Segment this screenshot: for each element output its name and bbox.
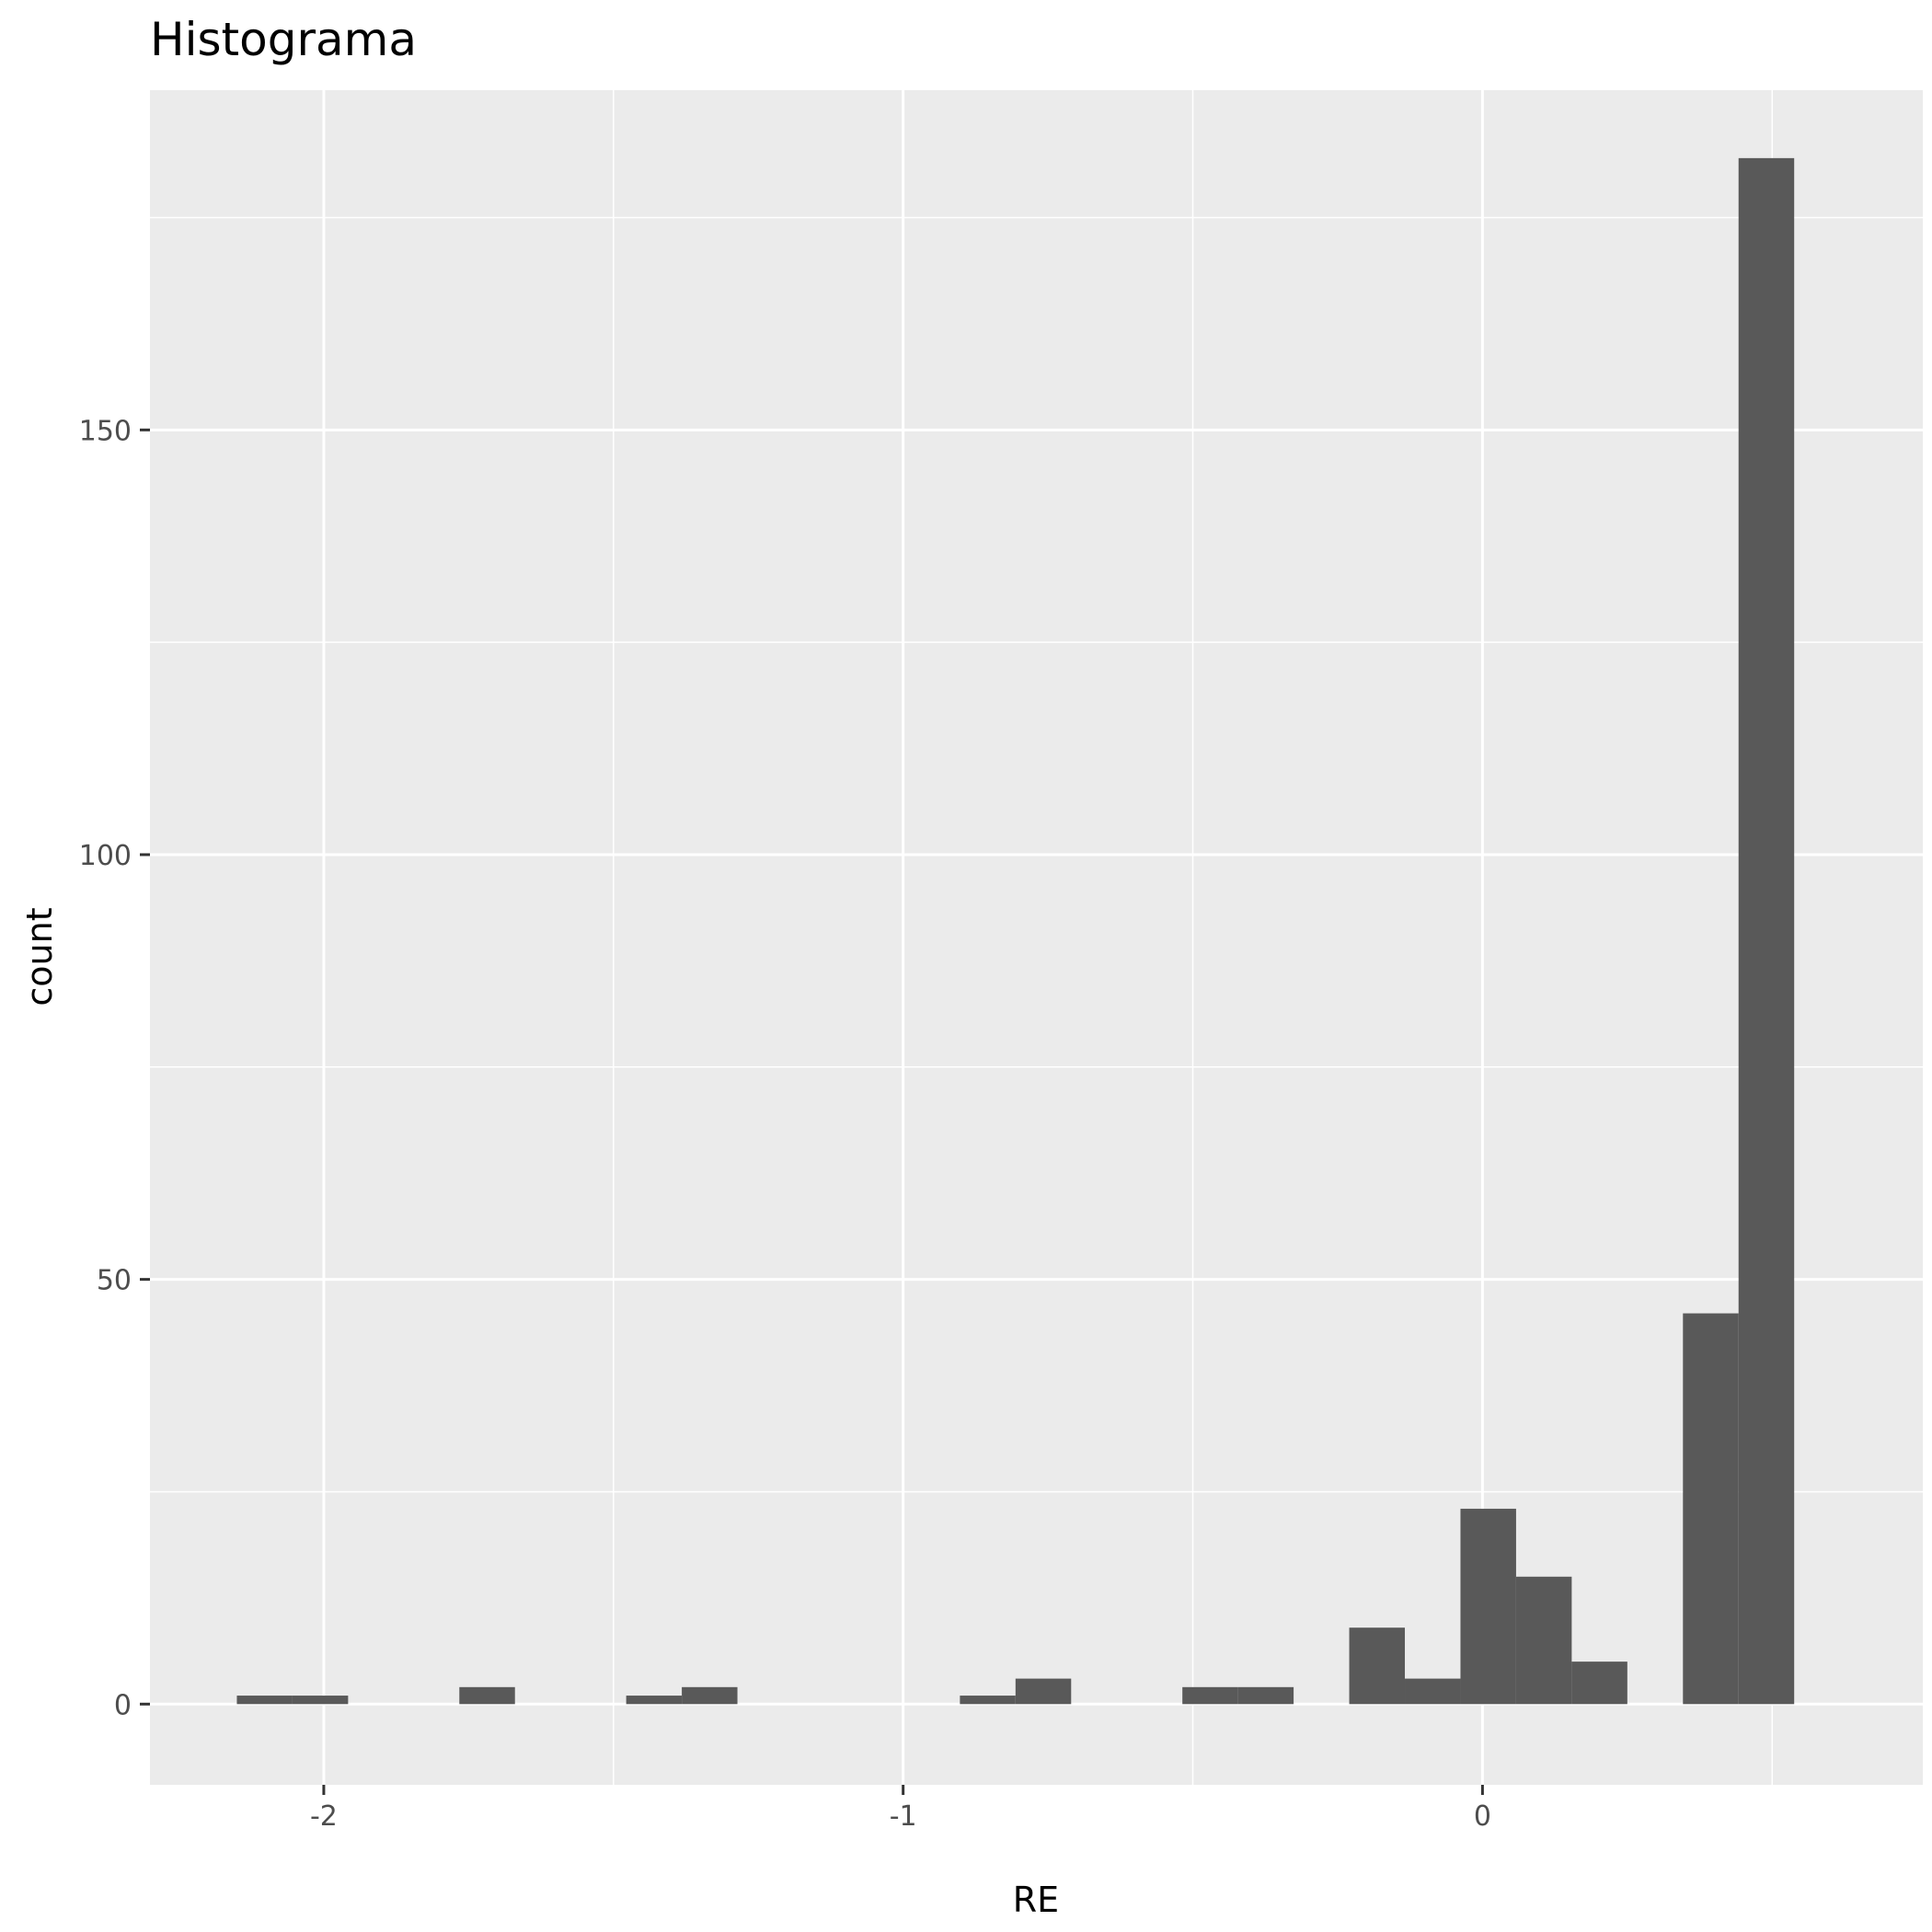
y-tick-label: 0 (114, 1689, 132, 1721)
histogram-bars (236, 157, 1795, 1705)
y-axis-title: count (19, 907, 60, 1006)
x-tick-label: -1 (890, 1800, 917, 1833)
histogram-bar (1683, 1313, 1739, 1705)
histogram-bar (1405, 1678, 1461, 1705)
histogram-bar (292, 1696, 349, 1705)
grid-major (150, 90, 1923, 1785)
histogram-bar (1571, 1662, 1627, 1705)
x-axis-title: RE (1013, 1880, 1059, 1920)
histogram-bar (626, 1696, 683, 1705)
y-tick-label: 50 (97, 1265, 132, 1297)
histogram-bar (1237, 1686, 1294, 1705)
histogram-bar (459, 1686, 515, 1705)
histogram-bar (682, 1686, 738, 1705)
histogram-bar (960, 1696, 1016, 1705)
y-tick-label: 150 (79, 415, 132, 447)
x-axis: -2 -1 0 (310, 1785, 1491, 1833)
x-tick-label: 0 (1474, 1800, 1491, 1833)
x-tick-label: -2 (310, 1800, 338, 1833)
chart-title: Histograma (150, 13, 417, 66)
histogram-bar (1182, 1686, 1238, 1705)
y-tick-label: 100 (79, 840, 132, 872)
histogram-bar (1738, 157, 1795, 1705)
histogram-bar (1015, 1678, 1072, 1705)
histogram-bar (1349, 1627, 1406, 1705)
plot-panel (150, 90, 1923, 1785)
histogram-bar (1515, 1576, 1572, 1705)
histogram-bar (1460, 1508, 1516, 1705)
histogram-bar (236, 1696, 293, 1705)
y-axis: 0 50 100 150 (79, 415, 150, 1721)
